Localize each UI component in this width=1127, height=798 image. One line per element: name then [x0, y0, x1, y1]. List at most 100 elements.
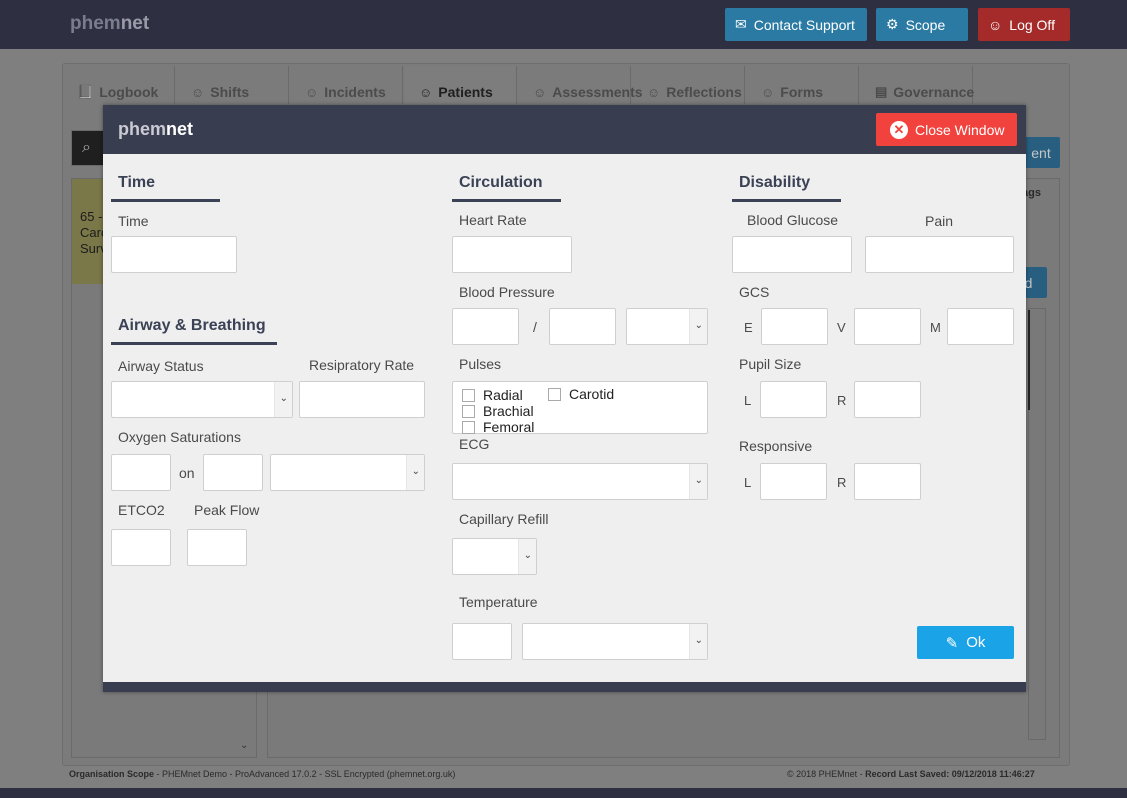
tab-reflections[interactable]: ☺ Reflections — [633, 66, 745, 104]
tab-label: Patients — [438, 84, 493, 100]
blood-glucose-input[interactable] — [732, 236, 852, 273]
top-bar: phemnet ✉ Contact Support ⚙ Scope ☺ Log Off — [0, 0, 1127, 49]
ok-button[interactable]: ✎ Ok — [917, 626, 1014, 659]
pupil-left-input[interactable] — [760, 381, 827, 418]
modal-logo: phemnet — [118, 119, 194, 139]
pupil-right-input[interactable] — [854, 381, 921, 418]
blood-glucose-label: Blood Glucose — [747, 212, 839, 228]
heart-rate-input[interactable] — [452, 236, 572, 273]
tab-shifts[interactable]: ☺ Shifts — [177, 66, 289, 104]
user-clock-icon: ☺ — [191, 85, 205, 100]
systolic-input[interactable] — [452, 308, 519, 345]
tab-assessments[interactable]: ☺ Assessments — [519, 66, 643, 104]
responsive-label: Responsive — [739, 438, 813, 454]
diastolic-input[interactable] — [549, 308, 616, 345]
heart-rate-label: Heart Rate — [459, 212, 527, 228]
temperature-input[interactable] — [452, 623, 512, 660]
pulse-carotid-checkbox[interactable]: Carotid — [548, 386, 614, 402]
envelope-icon: ✉ — [735, 16, 747, 32]
temperature-site-select[interactable]: ⌄ — [522, 623, 708, 660]
etco2-input[interactable] — [111, 529, 171, 566]
tab-label: Shifts — [210, 84, 250, 100]
gcs-v-label: V — [837, 320, 846, 335]
gcs-eye-input[interactable] — [761, 308, 828, 345]
oxygen-on-label: on — [179, 465, 195, 481]
responsive-right-input[interactable] — [854, 463, 921, 500]
section-disability: Disability — [732, 174, 841, 202]
tab-label: Assessments — [552, 84, 643, 100]
gcs-m-label: M — [930, 320, 941, 335]
section-circulation: Circulation — [452, 174, 561, 202]
log-off-button[interactable]: ☺ Log Off — [978, 8, 1070, 41]
user-alert-icon: ☺ — [305, 85, 319, 100]
capillary-refill-select[interactable]: ⌄ — [452, 538, 537, 575]
close-icon: ✕ — [890, 120, 908, 139]
peak-flow-input[interactable] — [187, 529, 247, 566]
oxygen-saturation-input[interactable] — [111, 454, 171, 491]
user-gear-icon: ☺ — [419, 85, 433, 100]
chevron-down-icon[interactable]: ⌄ — [240, 740, 249, 751]
new-patient-button[interactable]: ent — [1022, 137, 1060, 168]
patient-line: 65 - — [80, 209, 103, 224]
pulse-femoral-checkbox[interactable]: Femoral — [462, 419, 534, 435]
section-time: Time — [111, 174, 220, 202]
app-logo: phemnet — [70, 13, 150, 34]
pain-input[interactable] — [865, 236, 1014, 273]
oxygen-flow-input[interactable] — [203, 454, 263, 491]
copy-icon: ▤ — [875, 84, 888, 99]
tab-label: Governance — [893, 84, 975, 100]
chevron-down-icon: ⌄ — [694, 635, 703, 646]
pulses-label: Pulses — [459, 356, 502, 372]
footer-right: © 2018 PHEMnet - Record Last Saved: 09/1… — [787, 769, 1035, 779]
gcs-e-label: E — [744, 320, 753, 335]
user-check-icon: ☺ — [533, 85, 547, 100]
column-header: ags — [1022, 187, 1041, 199]
pulse-radial-checkbox[interactable]: Radial — [462, 387, 523, 403]
close-window-button[interactable]: ✕ Close Window — [876, 113, 1017, 146]
chevron-down-icon: ⌄ — [411, 466, 420, 477]
tab-patients[interactable]: ☺ Patients — [405, 66, 517, 104]
section-airway-breathing: Airway & Breathing — [111, 317, 277, 345]
ecg-label: ECG — [459, 436, 490, 452]
responsive-left-input[interactable] — [760, 463, 827, 500]
tab-logbook[interactable]: 📘 Logbook — [63, 66, 175, 104]
oxygen-saturations-label: Oxygen Saturations — [118, 429, 241, 445]
patient-line: Surv — [80, 241, 107, 256]
chevron-down-icon: ⌄ — [523, 550, 532, 561]
capillary-refill-label: Capillary Refill — [459, 511, 549, 527]
tab-label: Logbook — [99, 84, 159, 100]
airway-status-select[interactable]: ⌄ — [111, 381, 293, 418]
responsive-left-label: L — [744, 475, 752, 490]
respiratory-rate-label: Resipratory Rate — [309, 357, 415, 373]
checkbox-icon — [462, 420, 475, 434]
respiratory-rate-input[interactable] — [299, 381, 425, 418]
book-icon: 📘 — [77, 84, 94, 99]
chevron-down-icon: ⌄ — [279, 393, 288, 404]
tab-governance[interactable]: ▤ Governance — [861, 66, 975, 104]
tab-incidents[interactable]: ☺ Incidents — [291, 66, 403, 104]
peak-flow-label: Peak Flow — [194, 502, 260, 518]
ecg-select[interactable]: ⌄ — [452, 463, 708, 500]
gcs-label: GCS — [739, 284, 770, 300]
oxygen-source-select[interactable]: ⌄ — [270, 454, 425, 491]
bottom-strip — [0, 788, 1127, 798]
scope-button[interactable]: ⚙ Scope — [876, 8, 968, 41]
temperature-label: Temperature — [459, 594, 538, 610]
tab-label: Incidents — [324, 84, 386, 100]
gcs-verbal-input[interactable] — [854, 308, 921, 345]
etco2-label: ETCO2 — [118, 502, 165, 518]
pencil-icon: ✎ — [945, 634, 959, 652]
search-icon: ⌕ — [82, 139, 91, 156]
checkbox-icon — [462, 388, 475, 402]
contact-support-button[interactable]: ✉ Contact Support — [725, 8, 867, 41]
pulse-brachial-checkbox[interactable]: Brachial — [462, 403, 534, 419]
responsive-right-label: R — [837, 475, 847, 490]
time-input[interactable] — [111, 236, 237, 273]
gcs-motor-input[interactable] — [947, 308, 1014, 345]
tab-forms[interactable]: ☺ Forms — [747, 66, 859, 104]
airway-status-label: Airway Status — [118, 358, 204, 374]
scrollbar[interactable] — [1028, 308, 1046, 740]
user-edit-icon: ☺ — [647, 85, 661, 100]
pupil-right-label: R — [837, 393, 847, 408]
bp-method-select[interactable]: ⌄ — [626, 308, 708, 345]
